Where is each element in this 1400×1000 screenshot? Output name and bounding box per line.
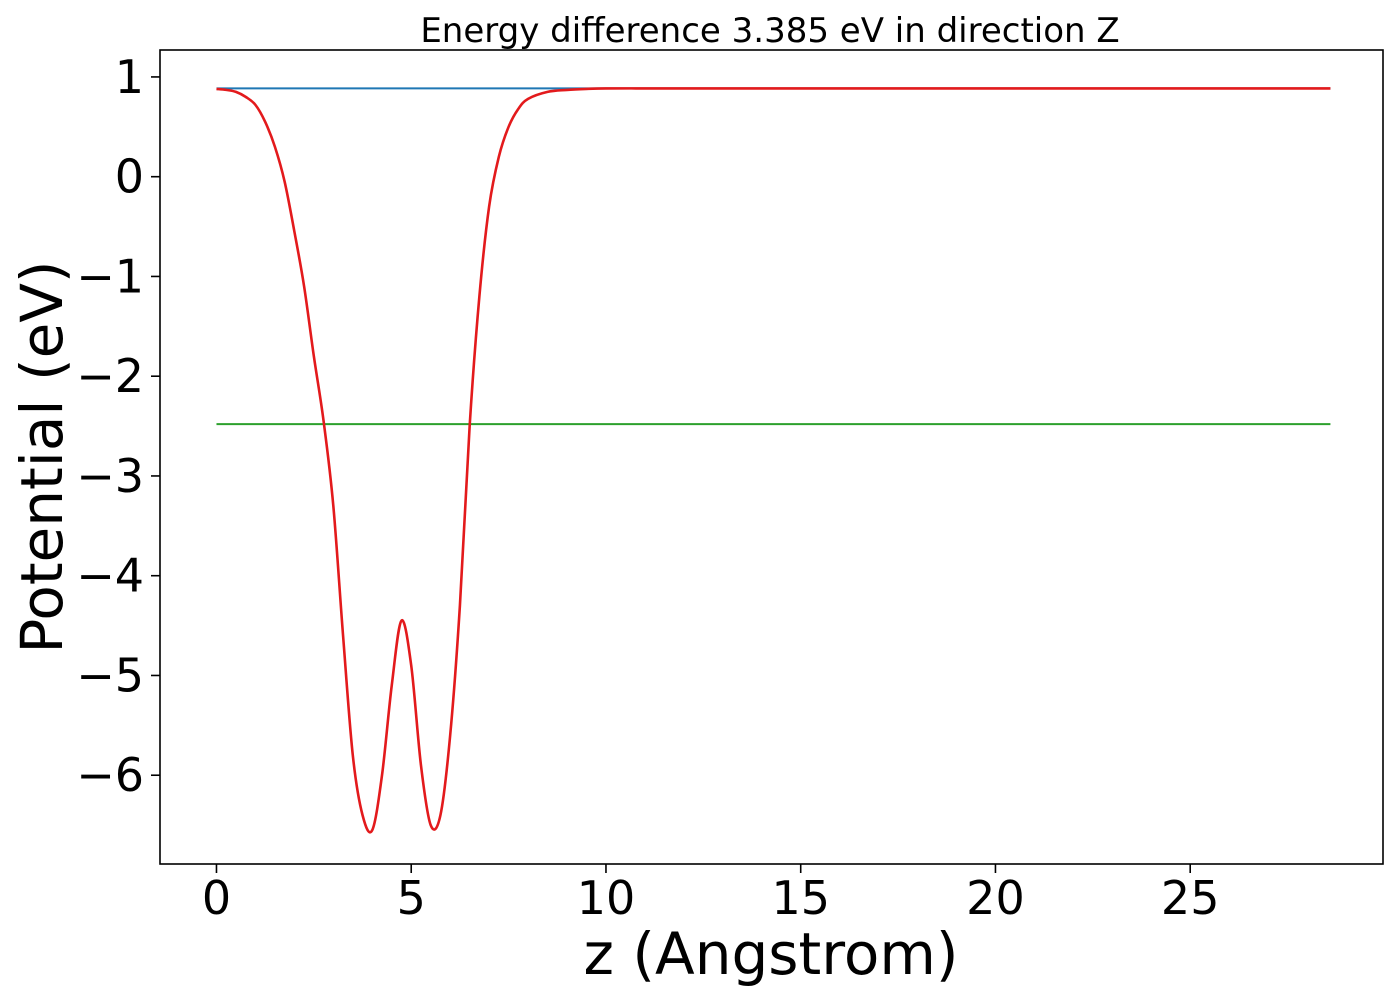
y-tick-label: −3 (76, 449, 144, 503)
x-tick-label: 0 (202, 871, 231, 925)
plot-frame (159, 49, 1384, 865)
y-axis-label: Potential (eV) (8, 260, 76, 653)
potential-curve (216, 87, 1331, 834)
x-tick-label: 10 (577, 871, 636, 925)
x-axis-label: z (Angstrom) (584, 920, 959, 988)
y-tick-label: −1 (76, 249, 144, 303)
series-layer (216, 87, 1331, 834)
y-tick-label: 1 (115, 50, 144, 104)
y-tick-label: −5 (76, 648, 144, 702)
x-tick-label: 25 (1161, 871, 1220, 925)
x-tick-label: 5 (397, 871, 426, 925)
y-tick-label: −2 (76, 349, 144, 403)
x-tick-label: 15 (771, 871, 830, 925)
y-tick-label: −4 (76, 549, 144, 603)
x-tick-label: 20 (966, 871, 1025, 925)
y-tick-label: 0 (115, 150, 144, 204)
chart-title: Energy difference 3.385 eV in direction … (420, 11, 1119, 51)
y-tick-label: −6 (76, 748, 144, 802)
